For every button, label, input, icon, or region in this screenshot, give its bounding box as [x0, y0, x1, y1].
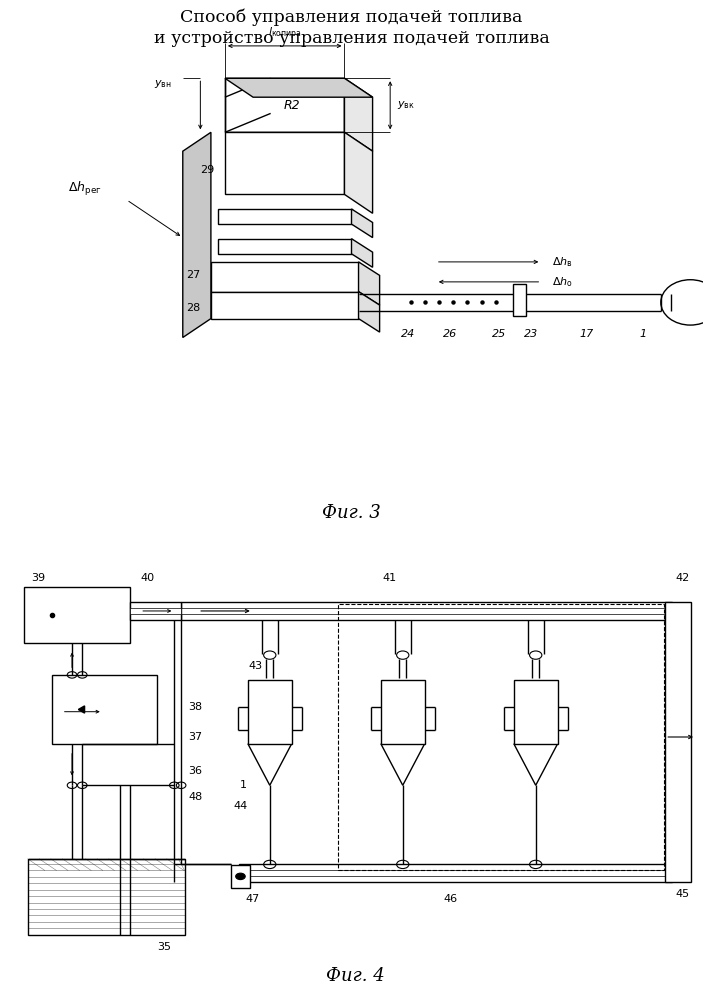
Text: 47: 47 [245, 894, 260, 904]
Text: 42: 42 [676, 573, 690, 583]
Bar [181, 602, 672, 620]
Bar [211, 262, 359, 292]
Polygon shape [344, 132, 373, 213]
Bar [514, 680, 557, 744]
Text: 40: 40 [140, 573, 154, 583]
Text: 26: 26 [443, 329, 457, 339]
Text: 45: 45 [676, 889, 690, 899]
Bar [130, 602, 181, 620]
Bar [513, 284, 526, 316]
Text: $\Delta h_{\rm в}$: $\Delta h_{\rm в}$ [552, 255, 573, 269]
Text: 38: 38 [188, 702, 202, 712]
Bar [665, 602, 691, 882]
Text: 36: 36 [188, 766, 202, 776]
Polygon shape [352, 209, 373, 238]
Text: 48: 48 [188, 792, 202, 802]
Bar [218, 239, 352, 254]
Bar [51, 675, 157, 744]
Text: $\Delta h_{\rm рег}$: $\Delta h_{\rm рег}$ [67, 180, 101, 198]
Bar [239, 870, 672, 876]
Text: 44: 44 [233, 801, 247, 811]
Polygon shape [183, 132, 211, 338]
Text: 1: 1 [640, 329, 647, 339]
Bar [130, 608, 181, 614]
Text: Фиг. 4: Фиг. 4 [325, 967, 385, 985]
Text: 43: 43 [249, 661, 263, 671]
Text: $\Delta h_{\rm о}$: $\Delta h_{\rm о}$ [552, 275, 573, 289]
Text: 41: 41 [382, 573, 396, 583]
Bar [211, 292, 359, 319]
Text: 35: 35 [157, 942, 171, 952]
Text: 46: 46 [444, 894, 458, 904]
Polygon shape [359, 262, 380, 305]
Text: и устройство управления подачей топлива: и устройство управления подачей топлива [154, 30, 549, 47]
Circle shape [236, 873, 245, 880]
Polygon shape [225, 78, 344, 132]
Text: 24: 24 [401, 329, 415, 339]
Bar [25, 587, 130, 643]
Text: $l_{\rm копира}$: $l_{\rm копира}$ [268, 25, 302, 42]
Text: 37: 37 [188, 732, 202, 742]
Text: 27: 27 [186, 270, 200, 280]
Bar [231, 865, 250, 888]
Text: 39: 39 [31, 573, 45, 583]
Text: R2: R2 [283, 99, 300, 112]
Bar [239, 864, 672, 882]
Text: 1: 1 [240, 780, 247, 790]
Text: 28: 28 [186, 303, 200, 313]
Polygon shape [344, 78, 373, 151]
Bar [338, 604, 664, 870]
Text: 25: 25 [492, 329, 506, 339]
Polygon shape [352, 239, 373, 267]
Bar [218, 209, 352, 224]
Polygon shape [359, 292, 380, 332]
Polygon shape [225, 78, 373, 97]
Bar [248, 680, 292, 744]
Bar [27, 859, 185, 935]
Text: Способ управления подачей топлива: Способ управления подачей топлива [180, 8, 523, 26]
Text: Фиг. 3: Фиг. 3 [322, 504, 381, 522]
Text: 23: 23 [524, 329, 538, 339]
Text: 17: 17 [580, 329, 594, 339]
Text: $y_{\rm вн}$: $y_{\rm вн}$ [155, 78, 172, 90]
Bar [381, 680, 425, 744]
Text: 29: 29 [200, 165, 214, 175]
Text: $y_{\rm вк}$: $y_{\rm вк}$ [397, 99, 415, 111]
Bar [181, 608, 672, 614]
Bar [225, 132, 344, 194]
